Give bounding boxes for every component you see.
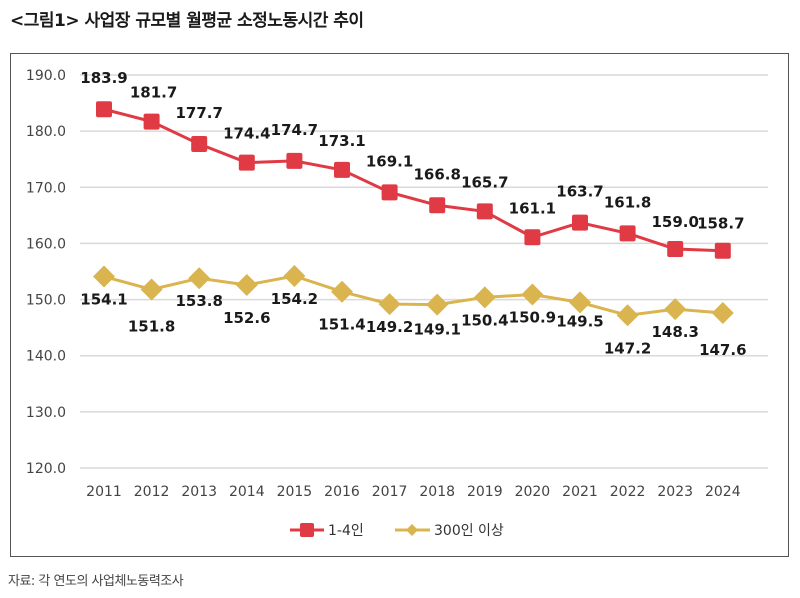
data-point-diamond [140, 278, 163, 301]
data-label: 151.8 [128, 317, 175, 335]
data-point-diamond [93, 265, 115, 288]
y-tick-label: 150.0 [26, 293, 66, 309]
x-tick-label: 2021 [562, 484, 598, 500]
data-point-square [286, 152, 303, 169]
data-label: 181.7 [130, 84, 177, 102]
data-point-diamond [283, 264, 306, 287]
y-tick-label: 180.0 [26, 124, 66, 140]
data-point-square [667, 241, 684, 258]
data-label: 173.1 [318, 132, 365, 150]
data-point-diamond [331, 280, 353, 303]
data-label: 165.7 [461, 173, 508, 191]
data-label: 161.8 [604, 193, 651, 211]
legend-marker-square [300, 523, 314, 537]
data-point-diamond [378, 293, 401, 316]
chart-title: <그림1> 사업장 규모별 월평균 소정노동시간 추이 [10, 11, 364, 31]
x-tick-label: 2017 [372, 484, 408, 500]
data-label: 174.4 [223, 125, 270, 143]
data-label: 148.3 [651, 323, 698, 341]
legend-marker-diamond [406, 524, 418, 536]
y-tick-label: 170.0 [26, 180, 66, 196]
data-point-diamond [235, 273, 258, 296]
data-label: 177.7 [175, 104, 222, 122]
x-tick-label: 2020 [515, 484, 551, 500]
data-label: 169.1 [366, 152, 413, 170]
data-label: 147.6 [699, 341, 746, 359]
source-note: 자료: 각 연도의 사업체노동력조사 [8, 574, 184, 589]
x-tick-label: 2019 [467, 484, 503, 500]
data-point-square [572, 214, 588, 231]
data-point-diamond [616, 304, 639, 327]
data-point-square [476, 203, 493, 220]
data-point-square [714, 242, 731, 259]
x-tick-label: 2015 [277, 484, 313, 500]
x-tick-label: 2011 [86, 484, 122, 500]
data-point-square [143, 113, 160, 130]
x-tick-label: 2018 [419, 484, 455, 500]
x-tick-label: 2024 [705, 484, 741, 500]
data-label: 151.4 [318, 316, 365, 334]
y-tick-label: 140.0 [26, 349, 66, 365]
y-tick-label: 120.0 [26, 461, 66, 477]
data-label: 154.2 [271, 290, 318, 308]
data-point-diamond [664, 298, 687, 321]
data-label: 159.0 [651, 213, 698, 231]
x-tick-label: 2016 [324, 484, 360, 500]
data-label: 149.2 [366, 318, 413, 336]
legend-label-1-4: 1-4인 [328, 523, 364, 539]
data-label: 166.8 [413, 165, 460, 183]
data-label: 161.1 [509, 199, 556, 217]
data-point-square [381, 184, 398, 201]
data-label: 152.6 [223, 309, 270, 327]
data-label: 153.8 [175, 292, 222, 310]
data-point-square [96, 101, 112, 118]
data-point-square [191, 136, 208, 153]
data-point-diamond [711, 302, 734, 325]
data-point-square [524, 229, 541, 246]
data-point-square [334, 161, 350, 178]
data-label: 154.1 [80, 291, 127, 309]
data-point-diamond [521, 283, 544, 306]
data-point-diamond [426, 293, 449, 316]
chart-frame [10, 53, 789, 557]
data-label: 147.2 [604, 339, 651, 357]
data-point-diamond [569, 291, 591, 314]
x-tick-label: 2014 [229, 484, 265, 500]
data-point-diamond [473, 286, 496, 309]
data-label: 150.9 [509, 309, 556, 327]
data-label: 158.7 [697, 215, 744, 233]
data-label: 163.7 [556, 183, 603, 201]
x-tick-label: 2013 [181, 484, 217, 500]
data-point-diamond [188, 267, 211, 290]
data-point-square [619, 225, 636, 242]
data-label: 149.1 [413, 321, 460, 339]
legend-label-300plus: 300인 이상 [434, 523, 504, 539]
data-label: 150.4 [461, 311, 508, 329]
y-tick-label: 130.0 [26, 405, 66, 421]
data-label: 174.7 [271, 121, 318, 139]
data-label: 183.9 [80, 69, 127, 87]
data-point-square [429, 197, 446, 214]
data-point-square [238, 154, 255, 171]
x-tick-label: 2023 [657, 484, 693, 500]
x-tick-label: 2012 [134, 484, 170, 500]
x-tick-label: 2022 [610, 484, 646, 500]
y-tick-label: 160.0 [26, 236, 66, 252]
data-label: 149.5 [556, 312, 603, 330]
y-tick-label: 190.0 [26, 68, 66, 84]
